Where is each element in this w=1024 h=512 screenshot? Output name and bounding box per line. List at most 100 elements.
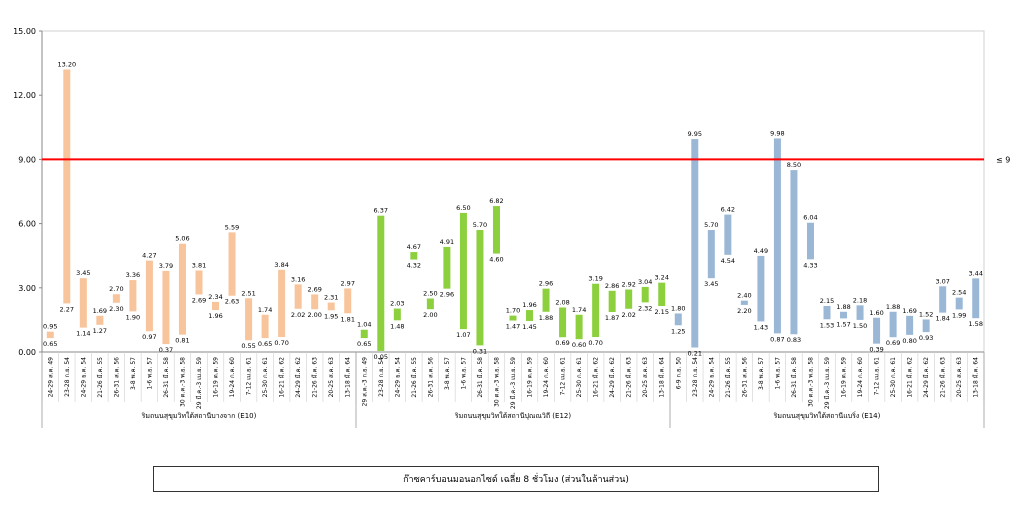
category-label: 16-19 ต.ค. 59 bbox=[213, 357, 220, 398]
low-value-label: 0.60 bbox=[572, 341, 586, 349]
range-bar bbox=[674, 313, 682, 326]
range-bar bbox=[261, 314, 269, 339]
category-label: 29 มี.ค.-3 เม.ย. 59 bbox=[195, 357, 203, 409]
range-bar bbox=[443, 246, 451, 289]
category-label: 13-18 มี.ค. 64 bbox=[658, 357, 666, 398]
category-label: 24-29 ธ.ค. 54 bbox=[394, 357, 401, 398]
high-value-label: 3.84 bbox=[274, 261, 288, 269]
low-value-label: 2.02 bbox=[621, 311, 635, 319]
range-bar bbox=[145, 260, 153, 332]
y-tick-label: 15.00 bbox=[13, 27, 36, 36]
range-bar bbox=[426, 298, 434, 310]
category-label: 25-30 ก.ค. 61 bbox=[262, 357, 269, 398]
category-label: 3-8 พ.ค. 57 bbox=[758, 357, 765, 390]
range-bar bbox=[889, 311, 897, 338]
range-bar bbox=[509, 315, 517, 321]
low-value-label: 0.70 bbox=[588, 339, 602, 347]
category-label: 25-30 ก.ค. 61 bbox=[576, 357, 583, 398]
category-label: 7-12 เม.ย. 61 bbox=[874, 357, 881, 396]
range-bar bbox=[806, 222, 814, 260]
range-bar bbox=[393, 308, 401, 321]
high-value-label: 1.80 bbox=[671, 304, 685, 312]
range-bar bbox=[542, 288, 550, 312]
low-value-label: 2.63 bbox=[225, 298, 239, 306]
high-value-label: 1.96 bbox=[522, 301, 536, 309]
range-bar bbox=[757, 255, 765, 322]
high-value-label: 2.15 bbox=[820, 297, 834, 305]
low-value-label: 2.69 bbox=[192, 296, 206, 304]
low-value-label: 0.93 bbox=[919, 334, 933, 342]
legend-title: ก๊าซคาร์บอนมอนอกไซด์ เฉลี่ย 8 ชั่วโมง (ส… bbox=[403, 475, 629, 485]
range-bar bbox=[939, 286, 947, 313]
low-value-label: 4.32 bbox=[407, 262, 421, 270]
category-label: 20-25 ส.ค. 63 bbox=[956, 357, 963, 398]
category-label: 30 ต.ค.-3 พ.ย. 58 bbox=[807, 357, 814, 407]
y-tick-label: 12.00 bbox=[13, 91, 36, 100]
range-bar bbox=[790, 170, 798, 335]
low-value-label: 1.81 bbox=[340, 315, 354, 323]
y-tick-label: 0.00 bbox=[18, 348, 36, 357]
category-label: 19-24 ก.ค. 60 bbox=[543, 357, 550, 398]
range-bar bbox=[840, 311, 848, 319]
high-value-label: 2.50 bbox=[423, 290, 437, 298]
high-value-label: 2.97 bbox=[340, 279, 354, 287]
low-value-label: 2.96 bbox=[440, 291, 454, 299]
low-value-label: 2.02 bbox=[291, 311, 305, 319]
category-label: 24-29 มี.ค. 62 bbox=[922, 357, 930, 398]
range-bar bbox=[625, 289, 633, 309]
range-bar bbox=[195, 270, 203, 295]
high-value-label: 5.70 bbox=[473, 221, 487, 229]
high-value-label: 4.27 bbox=[142, 252, 156, 260]
range-bar bbox=[410, 252, 418, 260]
low-value-label: 2.20 bbox=[737, 307, 751, 315]
range-bar bbox=[79, 278, 87, 328]
low-value-label: 0.31 bbox=[473, 347, 487, 355]
range-bar bbox=[856, 305, 864, 320]
range-bar bbox=[311, 294, 319, 310]
category-label: 21-26 มี.ค. 55 bbox=[410, 357, 418, 398]
category-label: 29 มี.ค.-3 เม.ย. 59 bbox=[823, 357, 831, 409]
category-label: 16-21 มี.ค. 62 bbox=[906, 357, 914, 398]
range-bar bbox=[162, 270, 170, 345]
category-label: 16-21 มี.ค. 62 bbox=[278, 357, 286, 398]
low-value-label: 1.96 bbox=[208, 312, 222, 320]
low-value-label: 1.95 bbox=[324, 312, 338, 320]
high-value-label: 2.70 bbox=[109, 285, 123, 293]
group-label: ริมถนนสุขุมวิทใต้สถานีปุณณวิถี (E12) bbox=[455, 411, 572, 420]
high-value-label: 1.70 bbox=[506, 307, 520, 315]
low-value-label: 1.14 bbox=[76, 330, 90, 338]
high-value-label: 6.50 bbox=[456, 204, 470, 212]
range-bar bbox=[906, 315, 914, 335]
category-label: 21-26 มี.ค. 63 bbox=[939, 357, 947, 398]
range-bar bbox=[344, 288, 352, 314]
range-bar bbox=[245, 298, 253, 341]
low-value-label: 0.70 bbox=[274, 339, 288, 347]
low-value-label: 1.47 bbox=[506, 323, 520, 331]
category-label: 1-6 พ.ย. 57 bbox=[460, 357, 467, 390]
high-value-label: 2.54 bbox=[952, 289, 966, 297]
high-value-label: 2.08 bbox=[555, 298, 569, 306]
range-bar bbox=[823, 305, 831, 320]
y-tick-label: 6.00 bbox=[18, 220, 36, 229]
low-value-label: 2.00 bbox=[423, 311, 437, 319]
low-value-label: 2.00 bbox=[307, 311, 321, 319]
high-value-label: 1.60 bbox=[869, 309, 883, 317]
high-value-label: 6.82 bbox=[489, 197, 503, 205]
low-value-label: 2.27 bbox=[60, 305, 74, 313]
high-value-label: 2.96 bbox=[539, 280, 553, 288]
high-value-label: 2.03 bbox=[390, 300, 404, 308]
low-value-label: 1.48 bbox=[390, 322, 404, 330]
range-bar bbox=[492, 206, 500, 254]
low-value-label: 4.33 bbox=[803, 261, 817, 269]
low-value-label: 3.45 bbox=[704, 280, 718, 288]
low-value-label: 0.80 bbox=[902, 337, 916, 345]
low-value-label: 0.21 bbox=[688, 350, 702, 358]
high-value-label: 3.36 bbox=[126, 271, 140, 279]
y-tick-label: 3.00 bbox=[18, 284, 36, 293]
category-label: 24-29 ธ.ค. 54 bbox=[708, 357, 715, 398]
low-value-label: 4.60 bbox=[489, 256, 503, 264]
high-value-label: 2.18 bbox=[853, 296, 867, 304]
high-value-label: 2.40 bbox=[737, 292, 751, 300]
range-bar bbox=[278, 269, 286, 338]
